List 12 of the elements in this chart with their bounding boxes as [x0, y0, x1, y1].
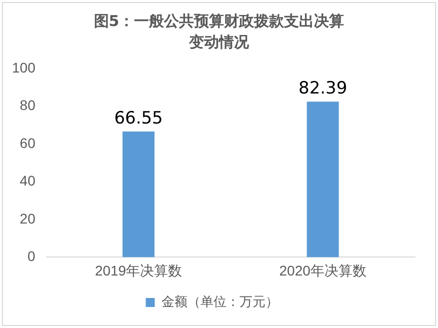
x-tick-label: 2020年决算数	[279, 262, 366, 278]
y-tick-label: 40	[20, 172, 36, 189]
data-label: 82.39	[298, 78, 348, 99]
y-tick-label: 60	[20, 134, 36, 151]
x-tick-label: 2019年决算数	[94, 262, 182, 278]
y-tick-label: 0	[28, 248, 36, 264]
data-label: 66.55	[114, 108, 163, 128]
legend-label: 金额（单位：万元）	[161, 294, 278, 310]
y-tick-label: 20	[20, 210, 36, 226]
y-tick-label: 100	[12, 59, 36, 76]
chart-title: 图5：一般公共预算财政拨款支出决算变动情况	[93, 11, 345, 53]
y-tick-label: 80	[20, 97, 36, 114]
